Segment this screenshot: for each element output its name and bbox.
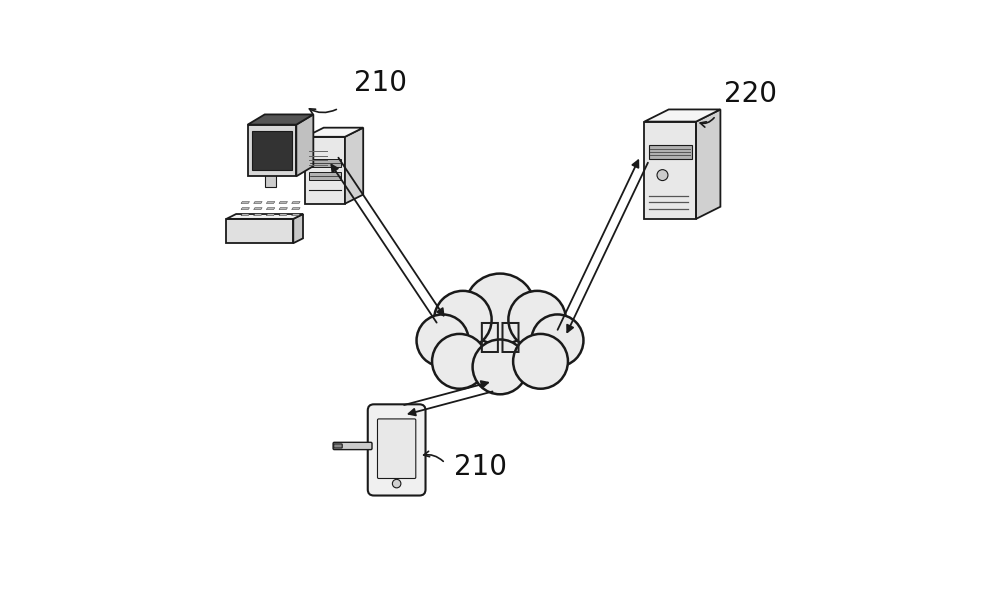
FancyBboxPatch shape [334, 444, 342, 448]
Polygon shape [292, 208, 300, 210]
Polygon shape [226, 219, 293, 243]
Polygon shape [248, 125, 296, 176]
Circle shape [657, 170, 668, 181]
Polygon shape [292, 214, 300, 216]
Bar [252, 131, 292, 170]
Polygon shape [305, 128, 363, 137]
Text: 210: 210 [354, 69, 407, 97]
Polygon shape [292, 202, 300, 204]
Polygon shape [241, 214, 250, 216]
Polygon shape [241, 202, 250, 204]
Polygon shape [254, 208, 262, 210]
Polygon shape [293, 214, 303, 243]
Polygon shape [254, 214, 262, 216]
FancyBboxPatch shape [368, 404, 426, 496]
Polygon shape [696, 109, 720, 219]
Polygon shape [644, 122, 696, 219]
Polygon shape [305, 137, 345, 204]
Text: 210: 210 [454, 453, 507, 481]
Polygon shape [279, 208, 288, 210]
Bar [649, 145, 692, 159]
Polygon shape [254, 202, 262, 204]
FancyBboxPatch shape [333, 443, 372, 450]
Polygon shape [248, 114, 313, 125]
Polygon shape [266, 208, 275, 210]
Text: 网络: 网络 [478, 320, 522, 354]
Bar [309, 172, 341, 181]
Polygon shape [296, 114, 313, 176]
Polygon shape [226, 214, 303, 219]
Polygon shape [241, 208, 250, 210]
Polygon shape [279, 214, 288, 216]
Bar [265, 174, 276, 187]
FancyBboxPatch shape [377, 419, 416, 478]
Circle shape [392, 479, 401, 488]
Bar [309, 159, 341, 167]
Polygon shape [345, 128, 363, 204]
Polygon shape [266, 214, 275, 216]
Polygon shape [266, 202, 275, 204]
Polygon shape [279, 202, 288, 204]
Polygon shape [644, 109, 720, 122]
Text: 220: 220 [724, 80, 777, 108]
